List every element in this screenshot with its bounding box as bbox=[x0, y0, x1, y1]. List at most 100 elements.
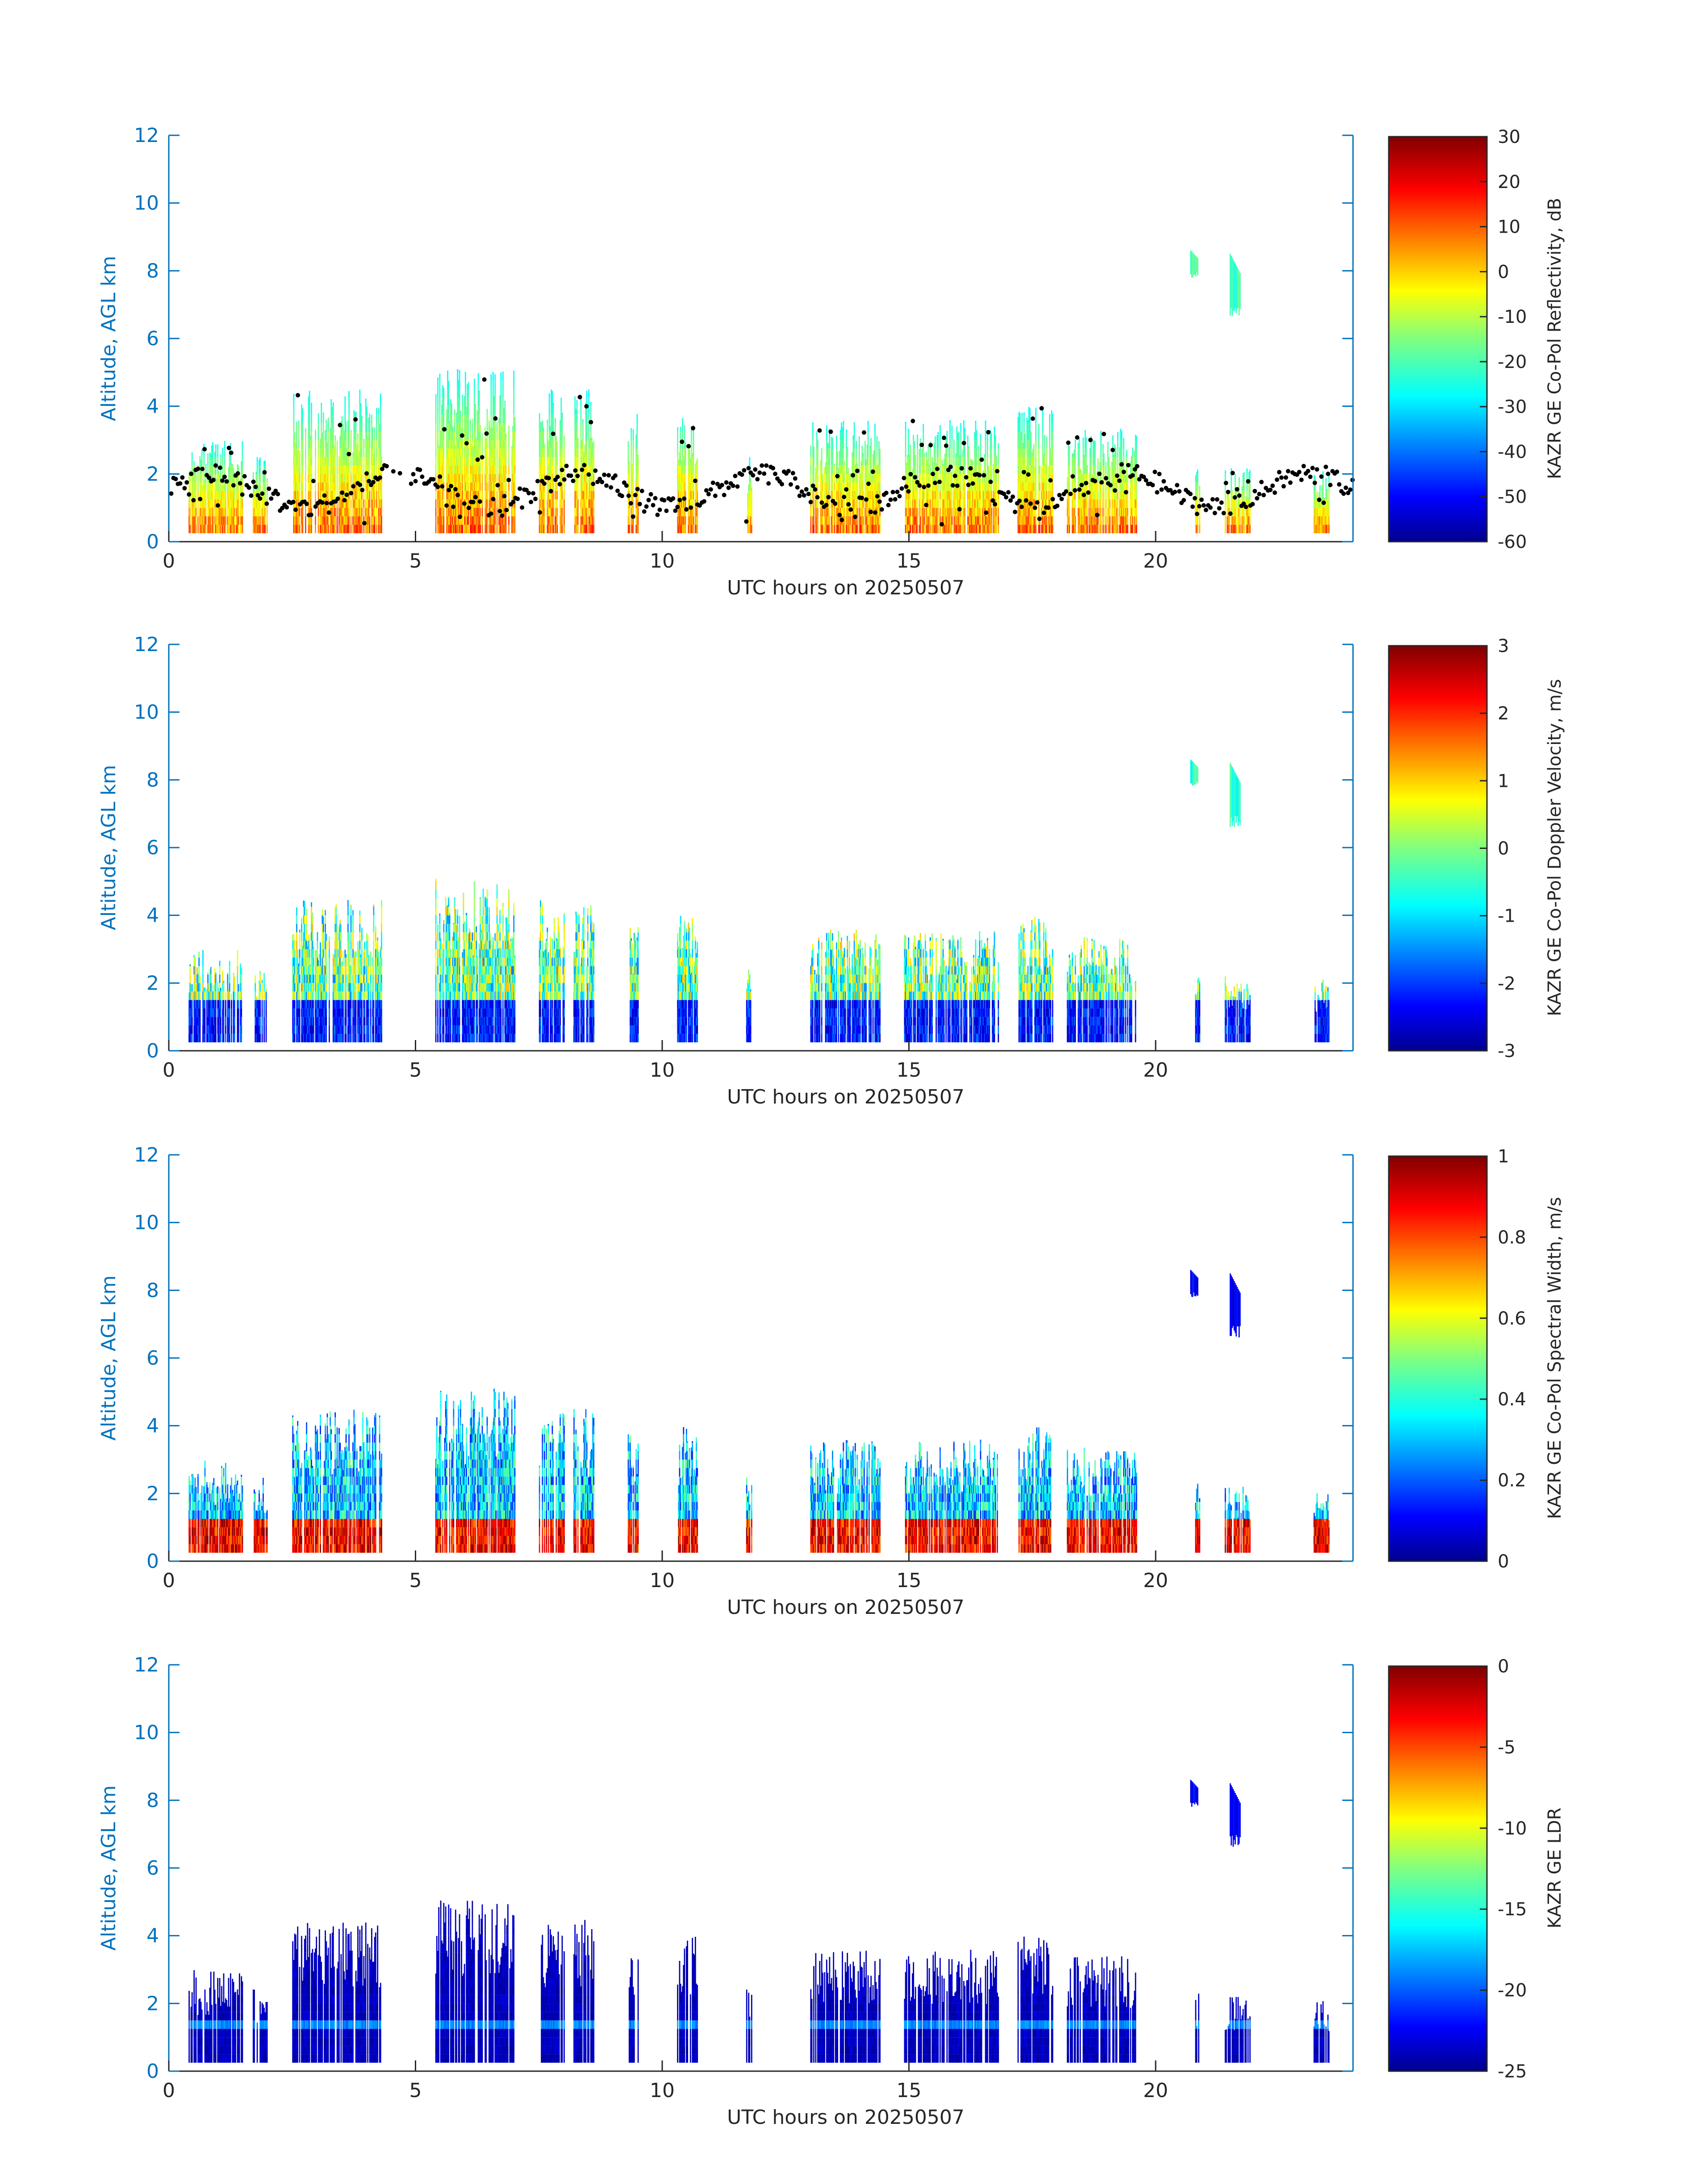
colorbar-tick-label: 2 bbox=[1498, 703, 1509, 724]
cloud-base-point bbox=[931, 472, 935, 476]
cloud-base-point bbox=[189, 472, 194, 476]
y-tick-label: 2 bbox=[146, 972, 159, 994]
colorbar-tick-label: 3 bbox=[1498, 636, 1509, 656]
cloud-base-point bbox=[961, 441, 966, 446]
colorbar-tick-label: 1 bbox=[1498, 771, 1509, 791]
colorbar-label: KAZR GE Co-Pol Spectral Width, m/s bbox=[1545, 1197, 1565, 1519]
x-tick-label: 20 bbox=[1143, 1569, 1168, 1592]
cloud-base-point bbox=[842, 494, 847, 499]
colorbar-tick-label: -20 bbox=[1498, 352, 1527, 372]
colorbar: 0 -5 -10 -15 -20 -25 KAZR GE LDR bbox=[1388, 1656, 1565, 2082]
cloud-base-point bbox=[1315, 467, 1320, 472]
cloud-base-point bbox=[797, 493, 802, 498]
cloud-base-point bbox=[1110, 447, 1115, 452]
cloud-base-point bbox=[966, 482, 971, 487]
cloud-base-point bbox=[870, 469, 875, 474]
cloud-base-point bbox=[207, 475, 212, 480]
colorbar: 1 0.8 0.6 0.4 0.2 0 KAZR GE Co-Pol Spectral Wi… bbox=[1388, 1146, 1565, 1572]
cloud-base-point bbox=[824, 503, 829, 507]
cloud-base-point bbox=[178, 481, 183, 486]
cloud-base-point bbox=[1126, 463, 1131, 468]
y-tick-label: 6 bbox=[146, 836, 159, 859]
cloud-base-point bbox=[1319, 474, 1324, 479]
colorbar-tick-label: -10 bbox=[1498, 1818, 1527, 1839]
cloud-base-point bbox=[391, 469, 396, 474]
x-tick-label: 0 bbox=[163, 1569, 175, 1592]
cloud-base-point bbox=[1008, 498, 1013, 503]
cloud-base-point bbox=[229, 450, 234, 455]
cloud-base-point bbox=[380, 467, 384, 471]
y-axis-label: Altitude, AGL km bbox=[97, 765, 120, 930]
cloud-base-point bbox=[1344, 485, 1348, 490]
cloud-base-point bbox=[224, 479, 229, 484]
y-tick-label: 12 bbox=[134, 1144, 159, 1166]
cloud-base-point bbox=[624, 483, 629, 488]
cloud-base-point bbox=[1253, 489, 1257, 493]
cloud-base-point bbox=[833, 501, 838, 506]
cloud-base-point bbox=[344, 493, 349, 497]
x-tick-label: 20 bbox=[1143, 1059, 1168, 1082]
cloud-base-point bbox=[631, 514, 635, 519]
cloud-base-point bbox=[751, 473, 756, 478]
cloud-base-point bbox=[358, 482, 363, 487]
cloud-base-point bbox=[866, 481, 871, 486]
cloud-base-point bbox=[320, 500, 325, 505]
cloud-base-point bbox=[606, 473, 611, 478]
cloud-base-point bbox=[935, 467, 940, 471]
cloud-base-point bbox=[1232, 495, 1237, 500]
cloud-base-point bbox=[855, 468, 860, 473]
y-tick-label: 4 bbox=[146, 1925, 159, 1947]
cloud-base-point bbox=[1203, 508, 1208, 512]
cloud-base-point bbox=[1219, 500, 1224, 505]
cloud-base-point bbox=[1173, 489, 1178, 494]
x-tick-label: 0 bbox=[163, 2079, 175, 2102]
cloud-base-point bbox=[511, 500, 516, 505]
cloud-base-point bbox=[575, 473, 580, 478]
cloud-base-point bbox=[910, 418, 915, 423]
y-axis-label: Altitude, AGL km bbox=[97, 256, 120, 421]
colorbar-tick-label: -40 bbox=[1498, 442, 1527, 462]
cloud-base-point bbox=[766, 481, 771, 486]
cloud-base-point bbox=[1022, 470, 1026, 475]
y-tick-label: 12 bbox=[134, 1654, 159, 1676]
cloud-base-point bbox=[815, 495, 820, 500]
cloud-base-point bbox=[1286, 469, 1290, 474]
cloud-base-point bbox=[1175, 483, 1180, 488]
y-tick-label: 6 bbox=[146, 327, 159, 350]
colorbar-gradient bbox=[1388, 645, 1488, 1052]
cloud-base-overlay bbox=[169, 377, 1355, 526]
cloud-base-point bbox=[571, 478, 576, 483]
colorbar-label: KAZR GE Co-Pol Doppler Velocity, m/s bbox=[1545, 679, 1565, 1016]
cloud-base-point bbox=[682, 496, 687, 501]
cloud-base-point bbox=[411, 472, 416, 476]
cloud-base-point bbox=[196, 466, 200, 471]
y-tick-label: 10 bbox=[134, 192, 159, 215]
cloud-base-point bbox=[495, 483, 500, 488]
cloud-base-point bbox=[877, 499, 882, 504]
cloud-base-point bbox=[293, 507, 298, 512]
cloud-base-point bbox=[362, 521, 367, 526]
y-tick-label: 10 bbox=[134, 1722, 159, 1744]
cloud-base-point bbox=[746, 466, 751, 471]
cloud-base-point bbox=[937, 480, 942, 485]
cloud-base-point bbox=[597, 476, 602, 481]
cloud-base-point bbox=[309, 512, 313, 517]
y-tick-label: 12 bbox=[134, 124, 159, 147]
cloud-base-point bbox=[1137, 477, 1142, 482]
cloud-base-point bbox=[895, 489, 900, 494]
cloud-base-point bbox=[471, 500, 476, 505]
x-tick-label: 15 bbox=[897, 2079, 922, 2102]
cloud-base-point bbox=[964, 475, 969, 480]
cloud-base-point bbox=[771, 466, 776, 471]
y-tick-label: 8 bbox=[146, 259, 159, 282]
cloud-base-point bbox=[384, 464, 389, 468]
cloud-base-point bbox=[1348, 487, 1353, 492]
cloud-base-point bbox=[582, 463, 587, 468]
x-tick-label: 10 bbox=[650, 550, 675, 572]
cloud-base-point bbox=[217, 465, 222, 470]
cloud-base-point bbox=[604, 483, 609, 488]
cloud-base-point bbox=[1317, 497, 1322, 502]
cloud-base-point bbox=[795, 485, 800, 490]
